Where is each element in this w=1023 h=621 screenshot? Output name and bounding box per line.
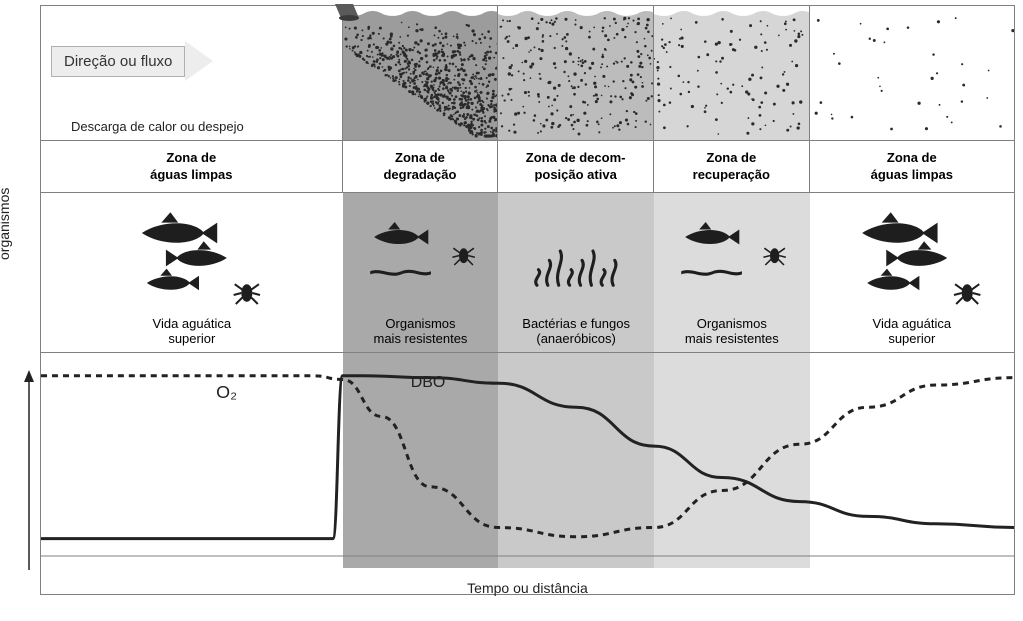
concentration-chart: O₂ DBO: [41, 353, 1014, 568]
organism-cell-decomp: Bactérias e fungos(anaeróbicos): [498, 193, 654, 352]
river-zone-clean2: [810, 6, 1014, 140]
organism-silhouette-icon: [41, 203, 343, 313]
dbo-label: DBO: [411, 374, 446, 391]
organism-silhouette-icon: [810, 203, 1014, 313]
organisms-band: Vida aguáticasuperior Organismosmais resi…: [41, 193, 1014, 353]
river-zone-decomp: [498, 6, 654, 140]
organism-label: Vida aguáticasuperior: [873, 316, 952, 346]
o2-label: O₂: [216, 382, 237, 402]
arrow-head-icon: [185, 41, 213, 81]
river-band: Direção ou fluxo Descarga de calor ou de…: [41, 6, 1014, 141]
river-zone-recup: [654, 6, 810, 140]
organism-cell-clean2: Vida aguáticasuperior: [810, 193, 1014, 352]
flow-direction-arrow: Direção ou fluxo: [51, 41, 213, 81]
organism-cell-degrad: Organismosmais resistentes: [343, 193, 499, 352]
organism-label: Bactérias e fungos(anaeróbicos): [522, 316, 630, 346]
discharge-label: Descarga de calor ou despejo: [71, 119, 244, 134]
o2-curve: [41, 376, 1014, 537]
zone-labels-row: Zona deáguas limpasZona dedegradaçãoZona…: [41, 141, 1014, 193]
organism-label: Organismosmais resistentes: [685, 316, 779, 346]
zone-label-decomp: Zona de decom-posição ativa: [498, 141, 654, 192]
organism-silhouette-icon: [654, 203, 810, 313]
diagram-container: Direção ou fluxo Descarga de calor ou de…: [40, 5, 1015, 595]
organism-cell-clean1: Vida aguáticasuperior: [41, 193, 343, 352]
river-zone-degrad: [343, 6, 499, 140]
organism-label: Organismosmais resistentes: [374, 316, 468, 346]
zone-label-degrad: Zona dedegradação: [343, 141, 499, 192]
chart-band: O₂ DBO: [41, 353, 1014, 568]
zone-label-clean1: Zona deáguas limpas: [41, 141, 343, 192]
dbo-curve: [41, 376, 1014, 539]
flow-direction-label: Direção ou fluxo: [51, 46, 185, 77]
organism-silhouette-icon: [343, 203, 499, 313]
zone-label-recup: Zona derecuperação: [654, 141, 810, 192]
organism-silhouette-icon: [498, 203, 654, 313]
y-axis-organisms-label: Tipos de organismos: [0, 188, 13, 260]
discharge-pipe-icon: [331, 4, 361, 24]
organism-label: Vida aguáticasuperior: [153, 316, 232, 346]
zone-label-clean2: Zona deáguas limpas: [810, 141, 1014, 192]
y-axis-arrow-icon: [22, 370, 36, 570]
x-axis-label: Tempo ou distância: [41, 580, 1014, 596]
organism-cell-recup: Organismosmais resistentes: [654, 193, 810, 352]
